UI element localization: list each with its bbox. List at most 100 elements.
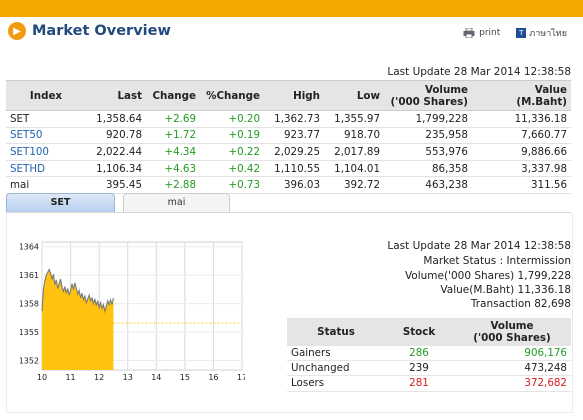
value-value: 7,660.77 (472, 127, 571, 145)
table-row: Gainers 286 906,176 (287, 346, 571, 362)
volume-value: 553,976 (384, 143, 472, 161)
y-tick-label: 1364 (20, 243, 39, 252)
tab-panel (6, 212, 573, 413)
high-value: 2,029.25 (264, 143, 324, 161)
x-tick-label: 15 (180, 373, 190, 382)
index-name: mai (6, 176, 86, 194)
table-row: SET50 920.78 +1.72 +0.19 923.77 918.70 2… (6, 127, 571, 145)
high-value: 1,362.73 (264, 110, 324, 128)
table-row: SETHD 1,106.34 +4.63 +0.42 1,110.55 1,10… (6, 160, 571, 178)
status-name: Gainers (287, 346, 385, 362)
tab-set[interactable]: SET (6, 193, 115, 212)
col-stock: Stock (385, 318, 453, 346)
value-value: 3,337.98 (472, 160, 571, 178)
summary-last-update: Last Update 28 Mar 2014 12:38:58 (387, 240, 571, 252)
market-status: Market Status : Intermission (423, 255, 571, 267)
table-row: SET 1,358.64 +2.69 +0.20 1,362.73 1,355.… (6, 110, 571, 128)
stock-count: 281 (385, 375, 453, 392)
last-value: 1,358.64 (86, 110, 146, 128)
y-tick-label: 1361 (20, 271, 39, 280)
printer-icon[interactable] (463, 28, 475, 38)
x-tick-label: 13 (123, 373, 133, 382)
price-line (41, 268, 114, 314)
low-value: 2,017.89 (324, 143, 384, 161)
status-table-header: Status Stock Volume ('000 Shares) (287, 318, 571, 346)
status-volume: 473,248 (453, 360, 571, 377)
status-name: Losers (287, 375, 385, 392)
status-volume: 906,176 (453, 346, 571, 362)
index-link[interactable]: SET100 (6, 143, 86, 161)
pct-change-value: +0.42 (200, 160, 264, 178)
status-volume: 372,682 (453, 375, 571, 392)
last-value: 920.78 (86, 127, 146, 145)
low-value: 1,104.01 (324, 160, 384, 178)
language-link[interactable]: ภาษาไทย (529, 29, 567, 39)
status-table: Status Stock Volume ('000 Shares) Gainer… (287, 318, 571, 392)
x-tick-label: 11 (65, 373, 75, 382)
last-update-top: Last Update 28 Mar 2014 12:38:58 (387, 66, 571, 78)
x-tick-label: 14 (151, 373, 161, 382)
col-low: Low (324, 80, 384, 111)
price-area (42, 269, 114, 370)
low-value: 392.72 (324, 176, 384, 194)
pct-change-value: +0.20 (200, 110, 264, 128)
high-value: 923.77 (264, 127, 324, 145)
x-tick-label: 17 (237, 373, 245, 382)
pct-change-value: +0.22 (200, 143, 264, 161)
change-value: +2.88 (146, 176, 200, 194)
summary-volume: Volume('000 Shares) 1,799,228 (404, 270, 571, 282)
stock-count: 239 (385, 360, 453, 377)
last-value: 395.45 (86, 176, 146, 194)
value-value: 9,886.66 (472, 143, 571, 161)
table-row: mai 395.45 +2.88 +0.73 396.03 392.72 463… (6, 176, 571, 194)
page-tools: print T ภาษาไทย (463, 26, 567, 40)
y-tick-label: 1355 (20, 328, 39, 337)
change-value: +2.69 (146, 110, 200, 128)
change-value: +4.63 (146, 160, 200, 178)
x-tick-label: 16 (208, 373, 218, 382)
change-value: +1.72 (146, 127, 200, 145)
market-tabs: SET mai (6, 193, 571, 213)
high-value: 1,110.55 (264, 160, 324, 178)
status-name: Unchanged (287, 360, 385, 377)
index-link[interactable]: SETHD (6, 160, 86, 178)
print-link[interactable]: print (479, 28, 501, 38)
volume-value: 463,238 (384, 176, 472, 194)
value-value: 11,336.18 (472, 110, 571, 128)
col-change: Change (146, 80, 200, 111)
y-tick-label: 1358 (20, 300, 39, 309)
table-row: SET100 2,022.44 +4.34 +0.22 2,029.25 2,0… (6, 143, 571, 161)
summary-transaction: Transaction 82,698 (470, 298, 571, 310)
pct-change-value: +0.73 (200, 176, 264, 194)
table-row: Losers 281 372,682 (287, 375, 571, 392)
table-row: Unchanged 239 473,248 (287, 360, 571, 377)
last-value: 2,022.44 (86, 143, 146, 161)
low-value: 1,355.97 (324, 110, 384, 128)
language-icon[interactable]: T (516, 28, 527, 38)
col-high: High (264, 80, 324, 111)
value-value: 311.56 (472, 176, 571, 194)
col-pct-change: %Change (200, 80, 264, 111)
col-last: Last (86, 80, 146, 111)
change-value: +4.34 (146, 143, 200, 161)
index-table: Index Last Change %Change High Low Volum… (6, 80, 571, 194)
index-link[interactable]: SET50 (6, 127, 86, 145)
col-value: Value (M.Baht) (472, 80, 571, 111)
arrow-circle-icon: ▶ (8, 22, 26, 40)
high-value: 396.03 (264, 176, 324, 194)
x-tick-label: 12 (94, 373, 104, 382)
tab-mai[interactable]: mai (123, 193, 230, 212)
x-tick-label: 10 (37, 373, 47, 382)
pct-change-value: +0.19 (200, 127, 264, 145)
col-volume: Volume ('000 Shares) (384, 80, 472, 111)
low-value: 918.70 (324, 127, 384, 145)
page-title: Market Overview (32, 23, 171, 39)
volume-value: 86,358 (384, 160, 472, 178)
y-tick-label: 1352 (20, 357, 39, 366)
stock-count: 286 (385, 346, 453, 362)
summary-value: Value(M.Baht) 11,336.18 (440, 284, 571, 296)
top-accent-bar (0, 0, 583, 17)
intraday-chart: 10 11 12 13 14 15 16 17 1364 1361 1358 1355 1352 (20, 241, 245, 382)
col-status: Status (287, 318, 385, 346)
col-index: Index (6, 80, 86, 111)
